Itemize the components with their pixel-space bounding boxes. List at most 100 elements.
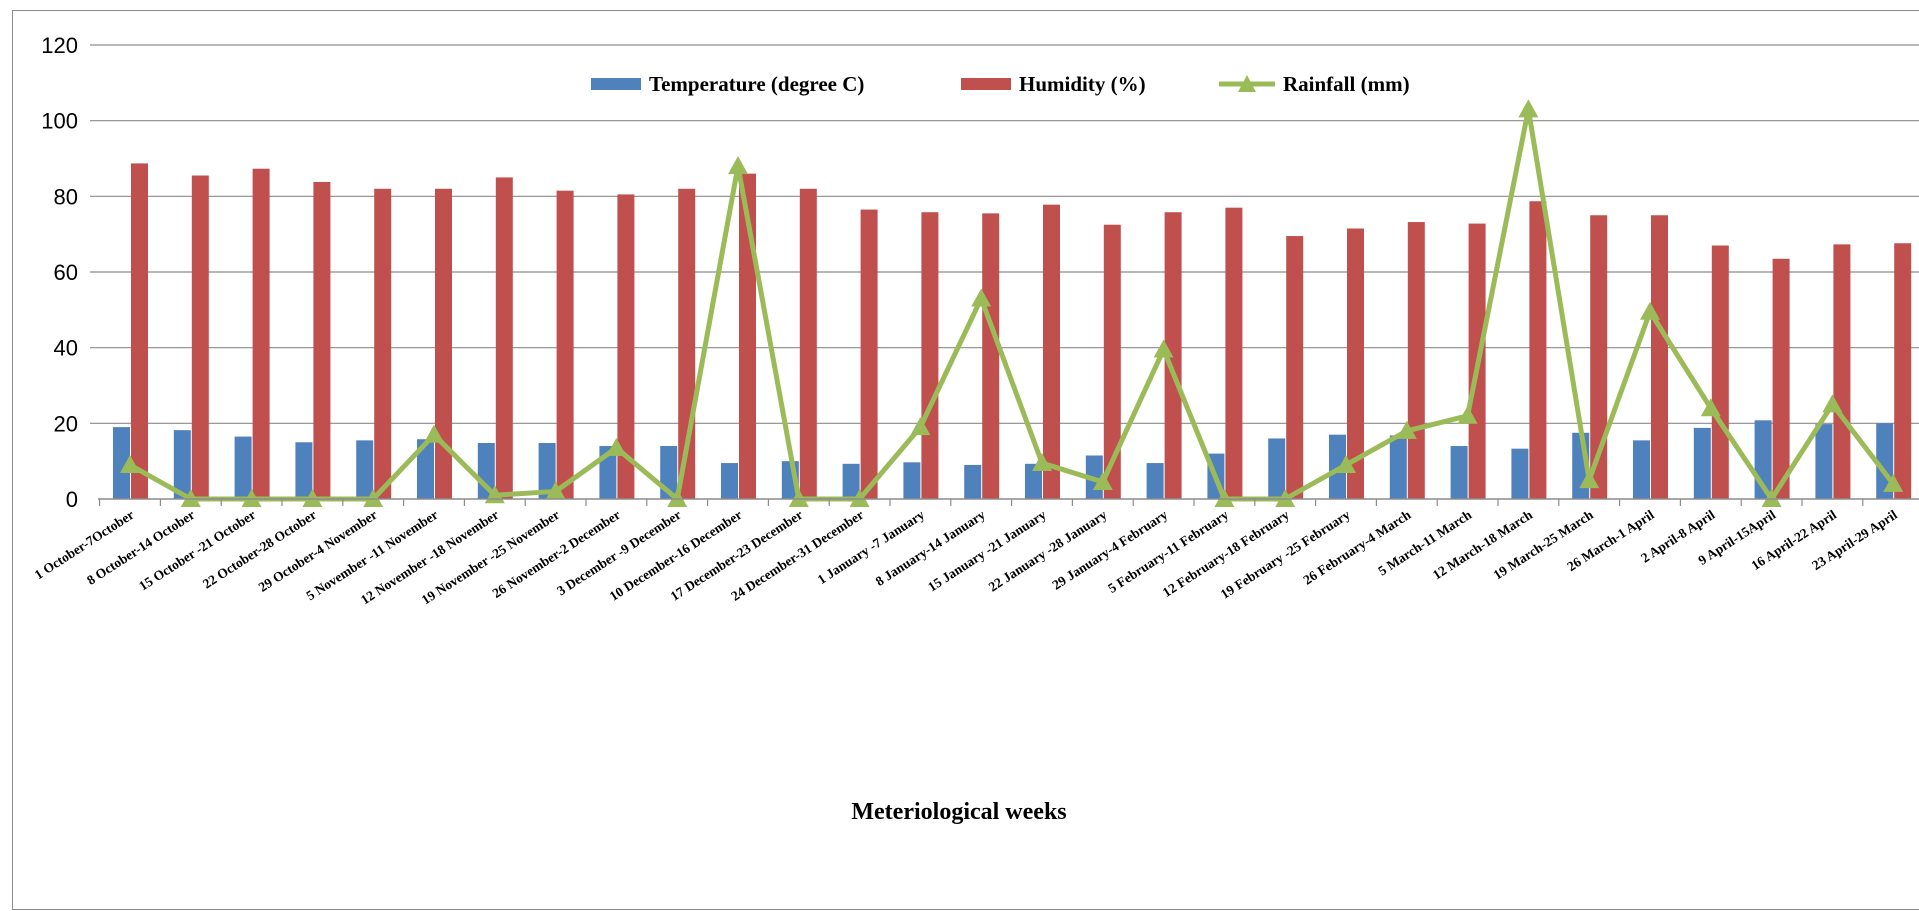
humidity-bar bbox=[1225, 207, 1243, 499]
humidity-bar bbox=[556, 190, 574, 500]
rainfall-point bbox=[1396, 420, 1417, 439]
temperature-bar bbox=[1146, 463, 1164, 499]
rainfall-point bbox=[1579, 470, 1600, 489]
x-tick-label: 12 March-18 March bbox=[1430, 507, 1536, 583]
humidity-bar bbox=[1347, 228, 1364, 499]
temperature-bar bbox=[173, 430, 191, 499]
x-tick-label: 1 January -7 January bbox=[815, 507, 927, 587]
humidity-bar bbox=[1043, 204, 1060, 499]
rainfall-point bbox=[910, 417, 931, 436]
temperature-bar bbox=[903, 462, 921, 499]
legend-swatch-humidity bbox=[961, 78, 1011, 90]
humidity-bar bbox=[921, 212, 939, 499]
rainfall-point bbox=[424, 424, 444, 443]
rainfall-point bbox=[363, 489, 384, 507]
humidity-bar bbox=[1833, 244, 1851, 499]
humidity-bar bbox=[1164, 212, 1182, 499]
gridlines bbox=[90, 44, 1919, 424]
rainfall-point bbox=[1883, 473, 1904, 492]
y-tick-label-80: 80 bbox=[54, 184, 78, 209]
rainfall-point bbox=[1214, 489, 1235, 507]
humidity-bar bbox=[1590, 215, 1608, 499]
y-tick-label-0: 0 bbox=[66, 487, 78, 512]
temperature-bar bbox=[721, 463, 738, 499]
legend-swatch-temperature bbox=[591, 78, 641, 90]
rainfall-point bbox=[1336, 454, 1356, 473]
temperature-bar bbox=[1329, 434, 1346, 499]
humidity-bar bbox=[374, 188, 392, 499]
rainfall-point bbox=[728, 156, 748, 175]
temperature-bar bbox=[295, 442, 313, 499]
humidity-bar bbox=[1286, 236, 1304, 499]
temperature-bar bbox=[964, 464, 982, 499]
x-tick-label: 8 January-14 January bbox=[873, 507, 988, 589]
rainfall-point bbox=[849, 489, 870, 507]
rainfall-point bbox=[971, 288, 992, 307]
y-tick-label-100: 100 bbox=[41, 109, 78, 134]
temperature-bar bbox=[1511, 448, 1529, 499]
legend-label-rainfall: Rainfall (mm) bbox=[1283, 72, 1410, 96]
temperature-bar bbox=[538, 443, 556, 499]
temperature-bar bbox=[1693, 427, 1711, 499]
x-tick-label: 8 October-14 October bbox=[84, 507, 197, 588]
x-axis bbox=[98, 498, 1919, 506]
humidity-bar bbox=[313, 181, 331, 499]
rainfall-point bbox=[241, 489, 262, 507]
x-tick-label: 1 October-7October bbox=[32, 507, 137, 582]
rainfall-point bbox=[1700, 398, 1721, 417]
chart-frame: 0 20 40 60 80 100 120 1 October-7October 8 Octo… bbox=[12, 10, 1919, 910]
rainfall-point bbox=[1153, 339, 1174, 358]
rainfall-point bbox=[1822, 394, 1843, 413]
humidity-bar bbox=[860, 209, 878, 499]
rainfall-point bbox=[1275, 489, 1296, 507]
rainfall-point bbox=[788, 489, 809, 507]
legend-marker-rainfall bbox=[1238, 75, 1256, 92]
x-tick-label: 19 March-25 March bbox=[1491, 507, 1597, 583]
legend-label-humidity: Humidity (%) bbox=[1019, 72, 1146, 96]
rainfall-point bbox=[180, 489, 201, 507]
temperature-bar bbox=[1633, 440, 1650, 499]
humidity-bar bbox=[1103, 224, 1121, 500]
humidity-bar bbox=[131, 163, 148, 499]
humidity-bar bbox=[435, 188, 452, 499]
humidity-bar bbox=[1894, 243, 1912, 499]
temperature-bar bbox=[1450, 446, 1468, 499]
rainfall-point bbox=[120, 454, 140, 473]
temperature-bar bbox=[1389, 435, 1407, 499]
rainfall-point bbox=[606, 437, 627, 456]
rainfall-line bbox=[120, 99, 1904, 507]
temperature-bar bbox=[356, 440, 374, 499]
humidity-bar bbox=[1711, 245, 1729, 499]
legend: Temperature (degree C) Humidity (%) Rain… bbox=[591, 72, 1410, 96]
temperature-bar bbox=[113, 427, 130, 499]
temperature-bar bbox=[842, 463, 860, 499]
y-tick-label-20: 20 bbox=[54, 411, 78, 436]
temperature-bar bbox=[1025, 463, 1042, 499]
temperature-bar bbox=[1268, 438, 1286, 499]
x-tick-label: 15 October -21 October bbox=[136, 507, 258, 594]
rainfall-point bbox=[545, 481, 566, 500]
humidity-bar bbox=[252, 168, 270, 499]
legend-label-temperature: Temperature (degree C) bbox=[649, 72, 864, 96]
humidity-bar bbox=[191, 175, 209, 499]
humidity-bar bbox=[495, 177, 513, 499]
temperature-bar bbox=[1815, 424, 1833, 499]
y-tick-label-40: 40 bbox=[54, 336, 78, 361]
x-axis-title: Meteriological weeks bbox=[851, 799, 1066, 825]
humidity-bar bbox=[799, 188, 817, 499]
rainfall-point bbox=[1092, 471, 1113, 490]
y-tick-label-60: 60 bbox=[54, 260, 78, 285]
humidity-bar bbox=[1407, 222, 1425, 499]
rainfall-point bbox=[1032, 453, 1052, 472]
rainfall-point bbox=[302, 489, 323, 507]
temperature-bar bbox=[234, 436, 252, 499]
humidity-bar bbox=[1651, 215, 1668, 499]
y-axis-ticks: 0 20 40 60 80 100 120 bbox=[41, 33, 78, 512]
rainfall-point bbox=[1640, 301, 1660, 320]
humidity-bar bbox=[1529, 201, 1547, 500]
humidity-bars bbox=[131, 163, 1912, 500]
humidity-bar bbox=[617, 194, 635, 500]
temperature-bar bbox=[417, 439, 434, 499]
